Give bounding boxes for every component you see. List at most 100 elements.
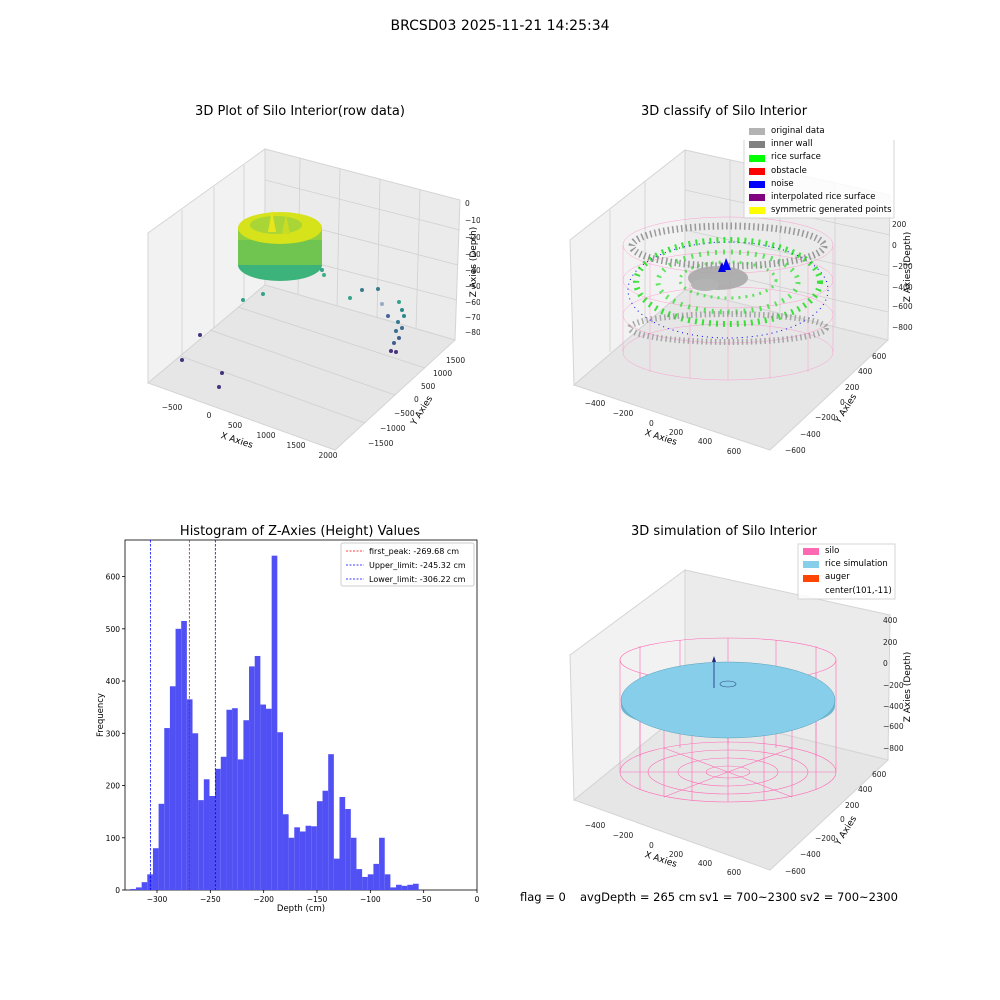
histogram-bar [339,797,346,890]
sim-z-tick: −600 [883,722,904,731]
status-sv2: sv2 = 700~2300 [800,890,898,904]
raw-z-tick: −600 [465,298,480,307]
legend-entry-center: center(101,-11) [825,585,892,596]
sim-x-tick: 200 [669,850,684,859]
histogram-x-ticks: −300 −250 −200 −150 −100 −50 0 [147,890,480,904]
classify-z-tick: 200 [892,220,907,229]
histogram-bar [266,708,272,890]
raw-x-axis-label: X Axies [219,431,254,451]
raw-z-axis-label: Z Axies (Depth) [469,227,479,298]
classify-y-axis-label: Y Axies [833,392,859,426]
simulation-legend-entries: silo rice simulation auger center(101,-1… [803,545,892,598]
sim-x-tick: −200 [613,831,634,840]
classify-z-tick: −200 [892,262,913,271]
histogram-legend: first_peak: -269.68 cm Upper_limit: -245… [340,542,475,587]
classify-y-tick: 400 [858,367,873,376]
histogram-x-tick-label: −300 [147,895,168,904]
histogram-bar [390,887,397,890]
histogram-y-tick-label: 300 [106,729,121,738]
raw-y-tick: −1500 [368,439,394,448]
histogram-bar [384,874,391,890]
sim-x-tick: 0 [649,841,654,850]
classify-y-tick: 600 [872,352,887,361]
histogram-bar [350,837,357,890]
sim-z-axis-label: Z Axies (Depth) [903,652,913,723]
raw-y-tick: 1500 [446,356,465,365]
histogram-bar [254,655,261,890]
raw-z-tick: −800 [465,328,480,337]
raw-x-tick: 2000 [318,451,337,460]
sim-z-tick: 400 [883,616,898,625]
sim-z-tick: 200 [883,638,898,647]
histogram-bar [130,888,136,890]
histogram-bar [152,848,159,890]
histogram-bar [322,790,329,890]
classify-y-tick: −600 [785,446,806,455]
histogram-x-tick-label: −200 [253,895,274,904]
sim-z-tick: −400 [883,702,904,711]
histogram-bar [407,884,413,890]
histogram-bar [249,666,255,890]
classify-x-tick: 600 [727,447,742,456]
simulation-plot-title: 3D simulation of Silo Interior [631,524,817,539]
sim-z-tick: −800 [883,744,904,753]
legend-entry-rice-surface: rice surface [749,151,892,164]
histogram-bar [367,874,374,890]
histogram-bar [175,628,182,890]
sim-y-tick: 0 [840,815,845,824]
legend-entry-obstacle: obstacle [749,165,892,178]
histogram-title: Histogram of Z-Axies (Height) Values [179,524,421,539]
legend-entry-noise: noise [749,178,892,191]
raw-x-tick: 500 [228,421,243,430]
histogram-y-ticks: 0 100 200 300 400 500 600 [106,573,125,895]
legend-entry-auger: auger [803,571,892,584]
histogram-bar [237,759,244,890]
histogram-bar [299,831,306,890]
histogram-y-tick-label: 0 [115,886,120,895]
raw-x-ticks: −500 0 500 1000 1500 2000 [162,403,338,460]
status-avg-depth: avgDepth = 265 cm [580,890,697,904]
raw-z-ticks: 0 −100 −200 −300 −400 −500 −600 −700 −80… [465,199,480,337]
raw-plot-title: 3D Plot of Silo Interior(row data) [195,104,405,119]
classify-z-tick: −600 [892,302,913,311]
raw-z-tick: 0 [465,199,470,208]
histogram-y-tick-label: 100 [106,834,121,843]
histogram-bar [169,686,176,890]
classify-plot-title: 3D classify of Silo Interior [640,104,808,119]
sim-y-tick: −200 [815,834,836,843]
histogram-x-tick-label: 0 [475,895,480,904]
histogram-x-tick-label: −50 [416,895,432,904]
raw-y-tick: −1000 [380,424,406,433]
histogram-x-label: Depth (cm) [277,904,325,914]
histogram-x-tick-label: −150 [307,895,328,904]
raw-y-tick: 1000 [433,369,452,378]
sim-y-tick: −600 [785,867,806,876]
histogram-bar [328,754,334,890]
classified-points [627,222,829,345]
histogram-bar [271,555,278,890]
histogram-bar [181,620,187,890]
histogram-bar [226,709,233,890]
raw-z-tick: −300 [465,250,480,259]
histogram-y-tick-label: 500 [106,625,121,634]
histogram-bar [356,869,363,890]
sim-z-tick: 0 [883,659,888,668]
classify-3d-plot: −400 −200 0 200 400 600 −600 −400 −200 0… [569,140,913,456]
histogram-bar [186,699,193,890]
classify-y-tick: 200 [845,383,860,392]
histogram-bar [192,733,199,890]
histogram-bar [135,887,142,890]
histogram-bar [243,720,250,890]
raw-z-tick: −100 [465,216,480,225]
raw-y-tick: 500 [421,382,436,391]
raw-z-tick: −200 [465,233,480,242]
legend-entry-interpolated: interpolated rice surface [749,191,892,204]
histogram-bars [130,555,419,890]
raw-silo-surface [238,210,322,281]
sim-x-tick: −400 [585,821,606,830]
classify-x-tick: 0 [649,419,654,428]
histogram-bar [311,826,317,890]
histogram-x-tick-label: −250 [200,895,221,904]
raw-y-tick: 0 [414,395,419,404]
sim-y-tick: 600 [872,770,887,779]
